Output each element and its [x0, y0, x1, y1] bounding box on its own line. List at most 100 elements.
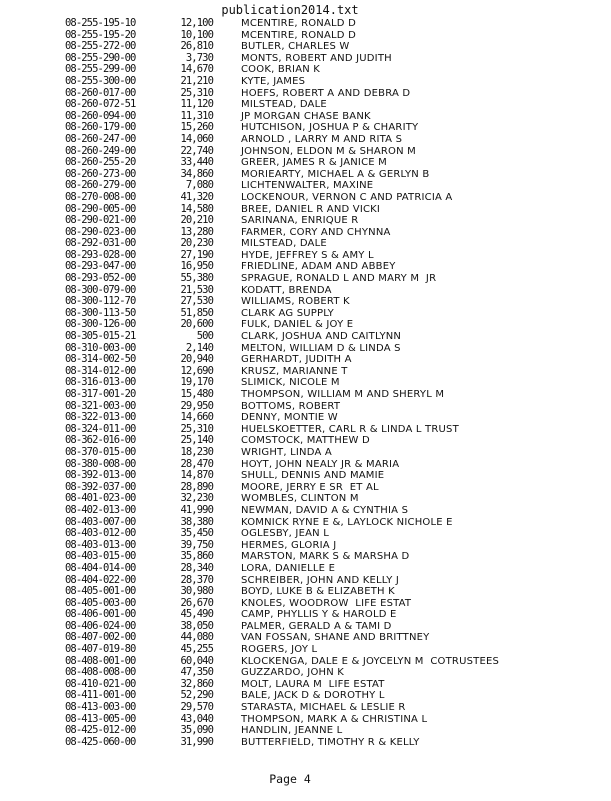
table-row: 08-362-016-00 25,140 COMSTOCK, MATTHEW D — [0, 435, 611, 447]
assessed-value: 13,280 — [180, 225, 213, 238]
owner-name: MCENTIRE, RONALD D — [241, 18, 356, 29]
owner-name: BUTTERFIELD, TIMOTHY R & KELLY — [241, 736, 420, 748]
parcel-number: 08-290-005-00 — [65, 202, 136, 215]
table-row: 08-300-126-00 20,600 FULK, DANIEL & JOY E — [0, 319, 611, 331]
assessed-value: 34,860 — [180, 167, 213, 180]
parcel-number: 08-404-022-00 — [65, 573, 136, 586]
owner-name: GERHARDT, JUDITH A — [241, 354, 352, 366]
owner-name: KLOCKENGA, DALE E & JOYCELYN M COTRUSTEE… — [241, 655, 500, 667]
parcel-number: 08-410-021-00 — [65, 677, 136, 690]
owner-name: KODATT, BRENDA — [241, 284, 332, 296]
parcel-number: 08-314-012-00 — [65, 364, 136, 377]
parcel-number: 08-260-247-00 — [65, 132, 136, 145]
owner-name: CLARK, JOSHUA AND CAITLYNN — [241, 331, 402, 343]
table-row: 08-255-300-00 21,210 KYTE, JAMES — [0, 75, 611, 88]
owner-name: NEWMAN, DAVID A & CYNTHIA S — [241, 504, 409, 516]
parcel-number: 08-405-003-00 — [65, 596, 136, 609]
parcel-number: 08-293-047-00 — [65, 260, 136, 273]
table-row: 08-305-015-21 500 CLARK, JOSHUA AND CAITLY… — [0, 330, 611, 343]
assessed-value: 35,860 — [180, 550, 213, 563]
table-row: 08-300-113-50 51,850 CLARK AG SUPPLY — [0, 307, 611, 320]
assessed-value: 7,080 — [185, 179, 214, 192]
owner-name: MELTON, WILLIAM D & LINDA S — [241, 342, 401, 354]
owner-name: WRIGHT, LINDA A — [241, 446, 332, 458]
table-row: 08-260-279-00 7,080 LICHTENWALTER, MAXINE — [0, 180, 611, 192]
assessed-value: 10,100 — [180, 28, 213, 41]
table-row: 08-405-003-00 26,670 KNOLES, WOODROW LIFE … — [0, 596, 611, 610]
assessed-value: 38,380 — [180, 515, 213, 528]
parcel-number: 08-300-126-00 — [65, 318, 136, 331]
owner-name: CAMP, PHYLLIS Y & HAROLD E — [241, 609, 397, 621]
assessed-value: 28,470 — [180, 457, 213, 470]
assessed-value: 27,530 — [180, 295, 213, 308]
table-row: 08-260-017-00 25,310 HOEFS, ROBERT A AND D… — [0, 87, 611, 100]
parcel-number: 08-322-013-00 — [65, 411, 136, 424]
owner-name: COMSTOCK, MATTHEW D — [241, 435, 370, 447]
owner-name: DENNY, MONTIE W — [241, 412, 338, 424]
parcel-number: 08-255-272-00 — [65, 40, 136, 53]
assessed-value: 14,670 — [180, 63, 213, 76]
table-row: 08-413-005-00 43,040 THOMPSON, MARK A & CH… — [0, 712, 611, 726]
owner-name: MILSTEAD, DALE — [241, 99, 327, 111]
assessed-value: 29,950 — [180, 399, 213, 412]
table-row: 08-260-255-20 33,440 GREER, JAMES R & JANI… — [0, 157, 611, 169]
assessed-value: 16,950 — [180, 260, 213, 273]
owner-name: FRIEDLINE, ADAM AND ABBEY — [241, 261, 396, 273]
assessed-value: 26,810 — [180, 40, 213, 53]
owner-name: THOMPSON, WILLIAM M AND SHERYL M — [241, 389, 445, 400]
table-row: 08-413-003-00 29,570 STARASTA, MICHAEL & L… — [0, 701, 611, 714]
assessed-value: 25,140 — [180, 434, 213, 447]
parcel-number: 08-260-273-00 — [65, 167, 136, 180]
table-row: 08-300-079-00 21,530 KODATT, BRENDA — [0, 284, 611, 297]
table-row: 08-402-013-00 41,990 NEWMAN, DAVID A & CYN… — [0, 503, 611, 517]
owner-name: JP MORGAN CHASE BANK — [241, 110, 371, 122]
table-row: 08-410-021-00 32,860 MOLT, LAURA M LIFE ES… — [0, 677, 611, 691]
owner-name: OGLESBY, JEAN L — [241, 528, 329, 540]
table-row: 08-407-002-00 44,080 VAN FOSSAN, SHANE AND… — [0, 632, 611, 644]
owner-name: SARINANA, ENRIQUE R — [241, 215, 359, 227]
owner-name: MONTS, ROBERT AND JUDITH — [241, 52, 392, 64]
assessed-value: 25,310 — [180, 422, 213, 435]
parcel-number: 08-401-023-00 — [65, 492, 136, 505]
parcel-number: 08-255-299-00 — [65, 63, 136, 76]
owner-name: GUZZARDO, JOHN K — [241, 667, 345, 679]
table-row: 08-405-001-00 30,980 BOYD, LUKE B & ELIZAB… — [0, 585, 611, 598]
owner-name: KOMNICK RYNE E &, LAYLOCK NICHOLE E — [241, 516, 453, 528]
owner-name: VAN FOSSAN, SHANE AND BRITTNEY — [241, 632, 430, 644]
assessed-value: 2,140 — [185, 341, 214, 354]
table-row: 08-380-008-00 28,470 HOYT, JOHN NEALY JR &… — [0, 457, 611, 471]
owner-name: STARASTA, MICHAEL & LESLIE R — [241, 702, 406, 714]
parcel-number: 08-255-195-20 — [65, 28, 136, 41]
parcel-number: 08-413-005-00 — [65, 712, 136, 725]
parcel-number: 08-290-023-00 — [65, 225, 136, 238]
parcel-number: 08-362-016-00 — [65, 434, 136, 447]
parcel-number: 08-406-024-00 — [65, 619, 136, 632]
table-row: 08-404-022-00 28,370 SCHREIBER, JOHN AND K… — [0, 573, 611, 587]
parcel-number: 08-402-013-00 — [65, 503, 136, 516]
owner-name: FULK, DANIEL & JOY E — [241, 319, 354, 331]
table-row: 08-403-007-00 38,380 KOMNICK RYNE E &, LAY… — [0, 515, 611, 529]
owner-name: JOHNSON, ELDON M & SHARON M — [241, 145, 416, 157]
owner-name: KNOLES, WOODROW LIFE ESTAT — [241, 597, 412, 609]
owner-name: BUTLER, CHARLES W — [241, 41, 350, 53]
owner-name: GREER, JAMES R & JANICE M — [241, 157, 387, 169]
assessed-value: 30,980 — [180, 585, 213, 598]
assessed-value: 15,260 — [180, 121, 213, 134]
table-row: 08-260-072-51 11,120 MILSTEAD, DALE — [0, 99, 611, 111]
table-row: 08-324-011-00 25,310 HUELSKOETTER, CARL R … — [0, 422, 611, 436]
owner-name: COOK, BRIAN K — [241, 64, 321, 76]
page-number: Page 4 — [269, 772, 311, 786]
assessed-value: 28,370 — [180, 573, 213, 586]
owner-name: HOEFS, ROBERT A AND DEBRA D — [241, 87, 411, 99]
parcel-number: 08-408-001-00 — [65, 654, 136, 667]
parcel-number: 08-314-002-50 — [65, 353, 136, 366]
owner-name: HERMES, GLORIA J — [241, 539, 337, 551]
parcel-number: 08-407-002-00 — [65, 631, 136, 644]
assessed-value: 19,170 — [180, 376, 213, 389]
assessed-value: 12,100 — [180, 17, 213, 29]
parcel-number: 08-255-195-10 — [65, 17, 136, 29]
table-row: 08-255-299-00 14,670 COOK, BRIAN K — [0, 64, 611, 76]
assessed-value: 44,080 — [180, 631, 213, 644]
parcel-number: 08-404-014-00 — [65, 561, 136, 574]
table-row: 08-406-024-00 38,050 PALMER, GERALD A & TA… — [0, 619, 611, 633]
